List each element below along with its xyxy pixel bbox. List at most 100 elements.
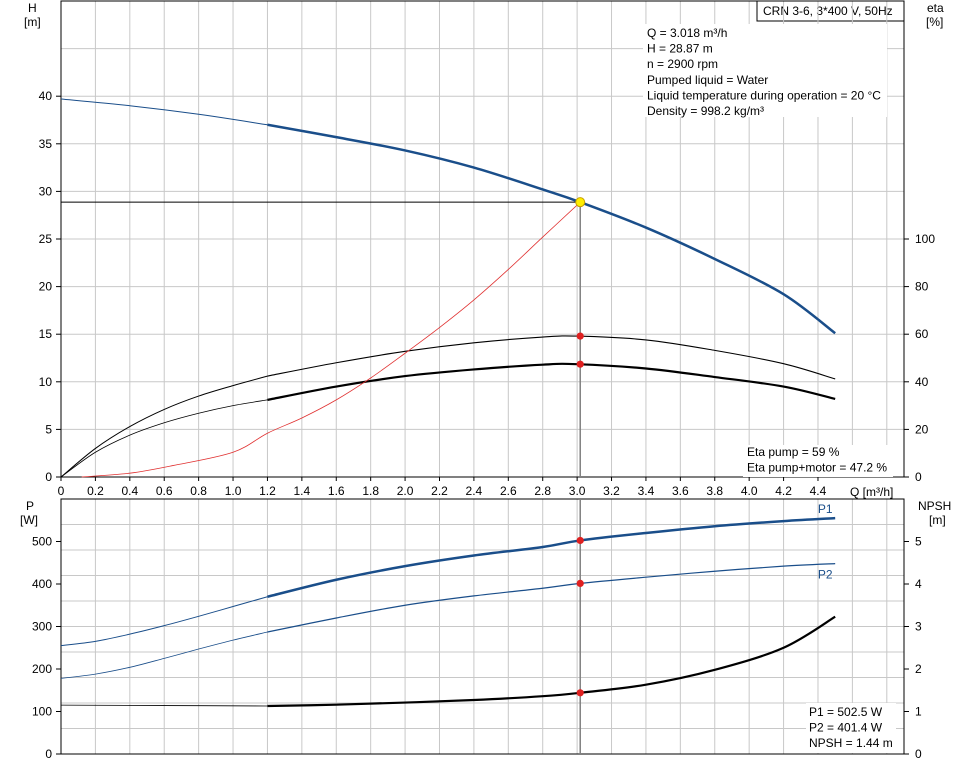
y2-tick-label: 0 (915, 747, 922, 761)
y-tick-label: 20 (39, 280, 53, 294)
info-line-0: Q = 3.018 m³/h (647, 26, 727, 40)
x-tick-label: 2.0 (397, 484, 414, 498)
top-marker-0 (576, 332, 584, 340)
x-tick-label: 2.8 (534, 484, 551, 498)
top-series-line-1 (60, 98, 268, 126)
bottom-marker-2 (576, 689, 584, 697)
top-right-axis-unit: [%] (926, 15, 943, 29)
x-tick-label: 0.4 (121, 484, 138, 498)
x-tick-label: 1.4 (294, 484, 311, 498)
y2-tick-label: 2 (915, 662, 922, 676)
y2-tick-label: 60 (915, 327, 929, 341)
result-line-1: Eta pump+motor = 47.2 % (747, 461, 887, 475)
top-series-line-6 (81, 201, 581, 478)
info-line-1: H = 28.87 m (647, 42, 713, 56)
top-grid: 0 5 10 15 20 25 30 35 40 0 20 40 60 80 100 0 0.2 0.4 0.6 0.… (39, 0, 935, 498)
x-tick-label: 0 (58, 484, 65, 498)
x-tick-label: 1.8 (362, 484, 379, 498)
bottom-marker-1 (576, 579, 584, 588)
y2-tick-label: 1 (915, 705, 922, 719)
power-line-2: NPSH = 1.44 m (809, 736, 893, 750)
y2-tick-label: 0 (915, 470, 922, 484)
bottom-series-line-3 (60, 631, 268, 679)
series-labels: P1 P2 (818, 502, 833, 581)
x-tick-label: 3.8 (706, 484, 723, 498)
x-tick-label: 2.2 (431, 484, 448, 498)
series-label-p1: P1 (818, 502, 833, 516)
y-tick-label: 10 (39, 375, 53, 389)
y-tick-label: 400 (32, 577, 52, 591)
power-line-1: P2 = 401.4 W (809, 721, 883, 735)
x-tick-label: 4.2 (775, 484, 792, 498)
y2-tick-label: 3 (915, 620, 922, 634)
y-tick-label: 500 (32, 535, 52, 549)
top-series (60, 98, 836, 478)
info-line-4: Liquid temperature during operation = 20… (647, 88, 881, 102)
y-tick-label: 15 (39, 327, 53, 341)
y-tick-label: 0 (45, 747, 52, 761)
y-tick-label: 100 (32, 705, 52, 719)
y2-tick-label: 20 (915, 422, 929, 436)
result-line-0: Eta pump = 59 % (747, 445, 840, 459)
x-tick-label: 0.6 (156, 484, 173, 498)
y-tick-label: 0 (45, 470, 52, 484)
top-series-line-0 (267, 123, 836, 335)
y-tick-label: 30 (39, 184, 53, 198)
x-tick-label: 2.6 (500, 484, 517, 498)
x-tick-label: 3.2 (603, 484, 620, 498)
x-tick-label: 1.2 (259, 484, 276, 498)
power-line-0: P1 = 502.5 W (809, 705, 883, 719)
x-tick-label: 0.8 (190, 484, 207, 498)
bottom-left-axis-unit: [W] (20, 513, 38, 527)
x-tick-label: 1.0 (225, 484, 242, 498)
y-tick-label: 35 (39, 137, 53, 151)
top-marker-1 (576, 360, 584, 368)
x-tick-label: 3.0 (569, 484, 586, 498)
bottom-series (60, 499, 836, 754)
top-right-axis-name: eta (927, 1, 944, 15)
x-tick-label: 2.4 (466, 484, 483, 498)
efficiency-result-lines: Eta pump = 59 % Eta pump+motor = 47.2 % (747, 445, 887, 475)
y2-tick-label: 5 (915, 535, 922, 549)
product-label: CRN 3-6, 3*400 V, 50Hz (763, 4, 893, 18)
y2-tick-label: 4 (915, 577, 922, 591)
bottom-series-line-2 (267, 563, 836, 633)
y-tick-label: 200 (32, 662, 52, 676)
bottom-left-axis-name: P (26, 499, 34, 513)
series-label-p2: P2 (818, 568, 833, 582)
y2-tick-label: 80 (915, 280, 929, 294)
y2-tick-label: 100 (915, 232, 935, 246)
top-marker-2 (575, 197, 586, 208)
bottom-series-line-1 (60, 596, 268, 647)
bottom-right-axis-unit: [m] (929, 513, 946, 527)
y-tick-label: 25 (39, 232, 53, 246)
x-tick-label: 3.6 (672, 484, 689, 498)
x-tick-label: 0.2 (87, 484, 104, 498)
y-tick-label: 40 (39, 89, 53, 103)
x-tick-label: 1.6 (328, 484, 345, 498)
info-line-5: Density = 998.2 kg/m³ (647, 104, 764, 118)
info-box (643, 24, 887, 117)
bottom-series-line-0 (267, 516, 836, 598)
bottom-marker-0 (576, 536, 584, 545)
x-tick-label: 4.0 (741, 484, 758, 498)
top-series-line-3 (60, 375, 268, 478)
info-line-2: n = 2900 rpm (647, 57, 718, 71)
top-left-axis-name: H (28, 1, 37, 15)
bottom-series-line-5 (60, 704, 268, 707)
bottom-grid: 0 100 200 300 400 500 0 1 2 3 4 5 (32, 498, 922, 761)
x-tick-label: 4.4 (810, 484, 827, 498)
top-series-line-5 (60, 399, 268, 478)
bottom-right-axis-name: NPSH (918, 499, 951, 513)
top-series-line-2 (267, 335, 836, 380)
top-series-line-4 (267, 362, 836, 401)
bottom-series-line-4 (267, 615, 836, 708)
y2-tick-label: 40 (915, 375, 929, 389)
x-axis-unit: Q [m³/h] (850, 485, 893, 499)
bottom-result-box (806, 703, 896, 753)
y-tick-label: 5 (45, 422, 52, 436)
result-box (743, 445, 893, 477)
x-tick-label: 3.4 (638, 484, 655, 498)
